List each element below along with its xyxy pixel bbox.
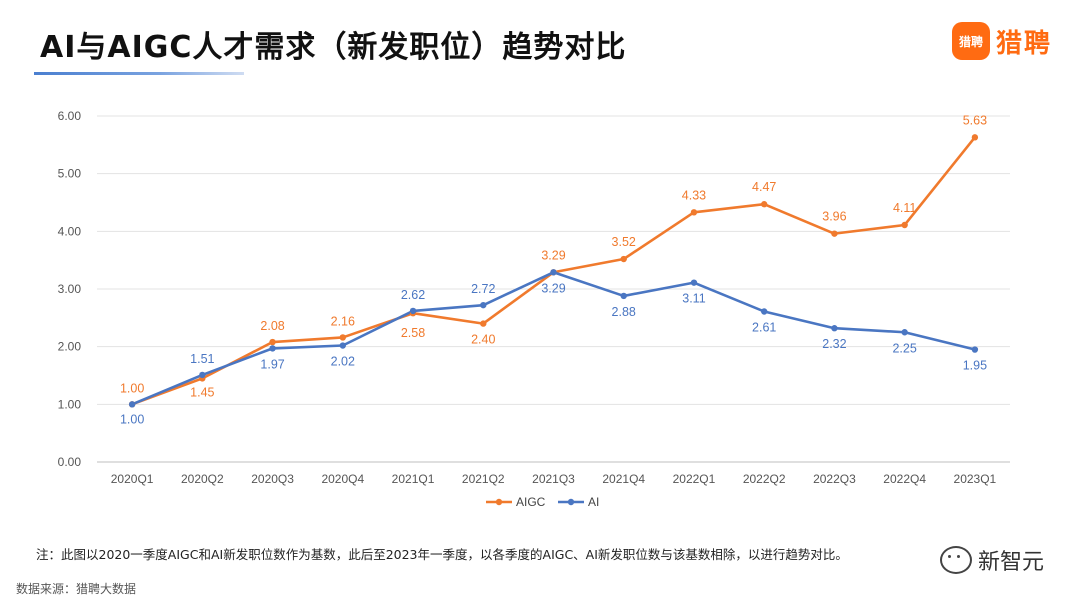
wechat-icon xyxy=(939,546,972,574)
data-label-aigc: 2.58 xyxy=(401,326,425,340)
x-tick-label: 2021Q2 xyxy=(462,472,505,486)
x-tick-label: 2023Q1 xyxy=(954,472,997,486)
data-label-ai: 1.95 xyxy=(963,359,987,373)
data-point-ai xyxy=(831,325,838,332)
x-tick-label: 2022Q1 xyxy=(673,472,716,486)
title-underline xyxy=(34,72,244,75)
data-label-aigc: 2.40 xyxy=(471,333,495,347)
data-point-ai xyxy=(690,279,698,286)
data-label-aigc: 1.45 xyxy=(190,385,214,399)
data-point-ai xyxy=(901,329,908,336)
y-tick-label: 5.00 xyxy=(58,167,82,181)
data-point-ai xyxy=(480,301,487,309)
y-tick-label: 3.00 xyxy=(58,282,82,296)
data-point-aigc xyxy=(480,320,487,327)
data-point-ai xyxy=(971,346,979,353)
data-point-aigc xyxy=(269,338,276,346)
data-label-aigc: 3.52 xyxy=(612,235,636,249)
logo-text: 猎聘 xyxy=(995,28,1052,59)
x-tick-label: 2022Q2 xyxy=(743,472,786,486)
legend-label: AIGC xyxy=(516,495,546,509)
watermark: 新智元 xyxy=(939,544,1044,576)
data-label-aigc: 2.08 xyxy=(260,319,284,333)
data-point-ai xyxy=(199,371,206,379)
data-point-aigc xyxy=(339,334,347,341)
y-tick-label: 0.00 xyxy=(58,455,82,469)
data-label-aigc: 4.33 xyxy=(682,188,706,202)
legend-marker xyxy=(567,498,575,506)
data-point-ai xyxy=(339,342,347,349)
x-tick-label: 2021Q4 xyxy=(602,472,645,486)
brand-logo: 猎聘 猎聘 xyxy=(951,22,1052,60)
data-point-ai xyxy=(550,269,557,276)
data-point-aigc xyxy=(690,209,698,216)
y-tick-label: 1.00 xyxy=(58,397,82,411)
data-source: 数据来源：猎聘大数据 xyxy=(16,582,137,596)
x-tick-label: 2022Q3 xyxy=(813,472,856,486)
data-point-aigc xyxy=(831,230,838,237)
data-label-ai: 2.62 xyxy=(401,288,425,302)
data-point-aigc xyxy=(901,221,908,229)
data-label-aigc: 4.47 xyxy=(752,180,776,194)
y-tick-label: 4.00 xyxy=(58,224,82,238)
data-label-aigc: 3.29 xyxy=(541,248,565,262)
data-label-aigc: 2.16 xyxy=(331,314,355,328)
data-label-ai: 1.00 xyxy=(120,412,144,426)
x-tick-label: 2020Q2 xyxy=(181,472,224,486)
data-label-ai: 2.25 xyxy=(892,341,916,355)
x-tick-label: 2022Q4 xyxy=(883,472,926,486)
data-point-ai xyxy=(409,307,417,315)
x-tick-label: 2020Q1 xyxy=(111,472,154,486)
watermark-text: 新智元 xyxy=(977,550,1044,575)
data-label-aigc: 4.11 xyxy=(893,201,916,215)
data-label-ai: 2.72 xyxy=(471,282,495,296)
data-label-aigc: 3.96 xyxy=(822,210,846,224)
legend-label: AI xyxy=(588,495,599,509)
data-point-ai xyxy=(269,345,276,352)
y-tick-label: 2.00 xyxy=(58,340,82,354)
data-label-ai: 2.02 xyxy=(331,355,355,369)
data-label-ai: 2.88 xyxy=(612,305,636,319)
data-label-ai: 3.11 xyxy=(682,292,705,306)
data-label-ai: 2.61 xyxy=(752,320,776,334)
x-tick-label: 2021Q3 xyxy=(532,472,575,486)
data-label-ai: 3.29 xyxy=(541,281,565,295)
legend-marker xyxy=(495,498,503,506)
chart-title: AI与AIGC人才需求（新发职位）趋势对比 xyxy=(40,30,627,65)
data-point-aigc xyxy=(971,134,979,141)
y-tick-label: 6.00 xyxy=(58,109,82,123)
data-point-ai xyxy=(620,292,627,300)
data-label-ai: 1.51 xyxy=(190,352,214,366)
data-point-aigc xyxy=(760,201,768,208)
footnote: 注：此图以2020一季度AIGC和AI新发职位数作为基数，此后至2023年一季度… xyxy=(36,547,848,562)
x-tick-label: 2021Q1 xyxy=(392,472,435,486)
data-point-ai xyxy=(760,308,768,315)
data-point-ai xyxy=(128,401,136,408)
data-label-ai: 1.97 xyxy=(260,357,284,371)
data-label-ai: 2.32 xyxy=(822,337,846,351)
data-label-aigc: 1.00 xyxy=(120,381,144,395)
data-label-aigc: 5.63 xyxy=(963,113,987,127)
logo-icon-text: 猎聘 xyxy=(958,34,983,49)
speech-bubble-icon: 猎聘 xyxy=(951,22,990,60)
x-tick-label: 2020Q3 xyxy=(251,472,294,486)
data-point-aigc xyxy=(620,255,627,263)
x-tick-label: 2020Q4 xyxy=(321,472,364,486)
